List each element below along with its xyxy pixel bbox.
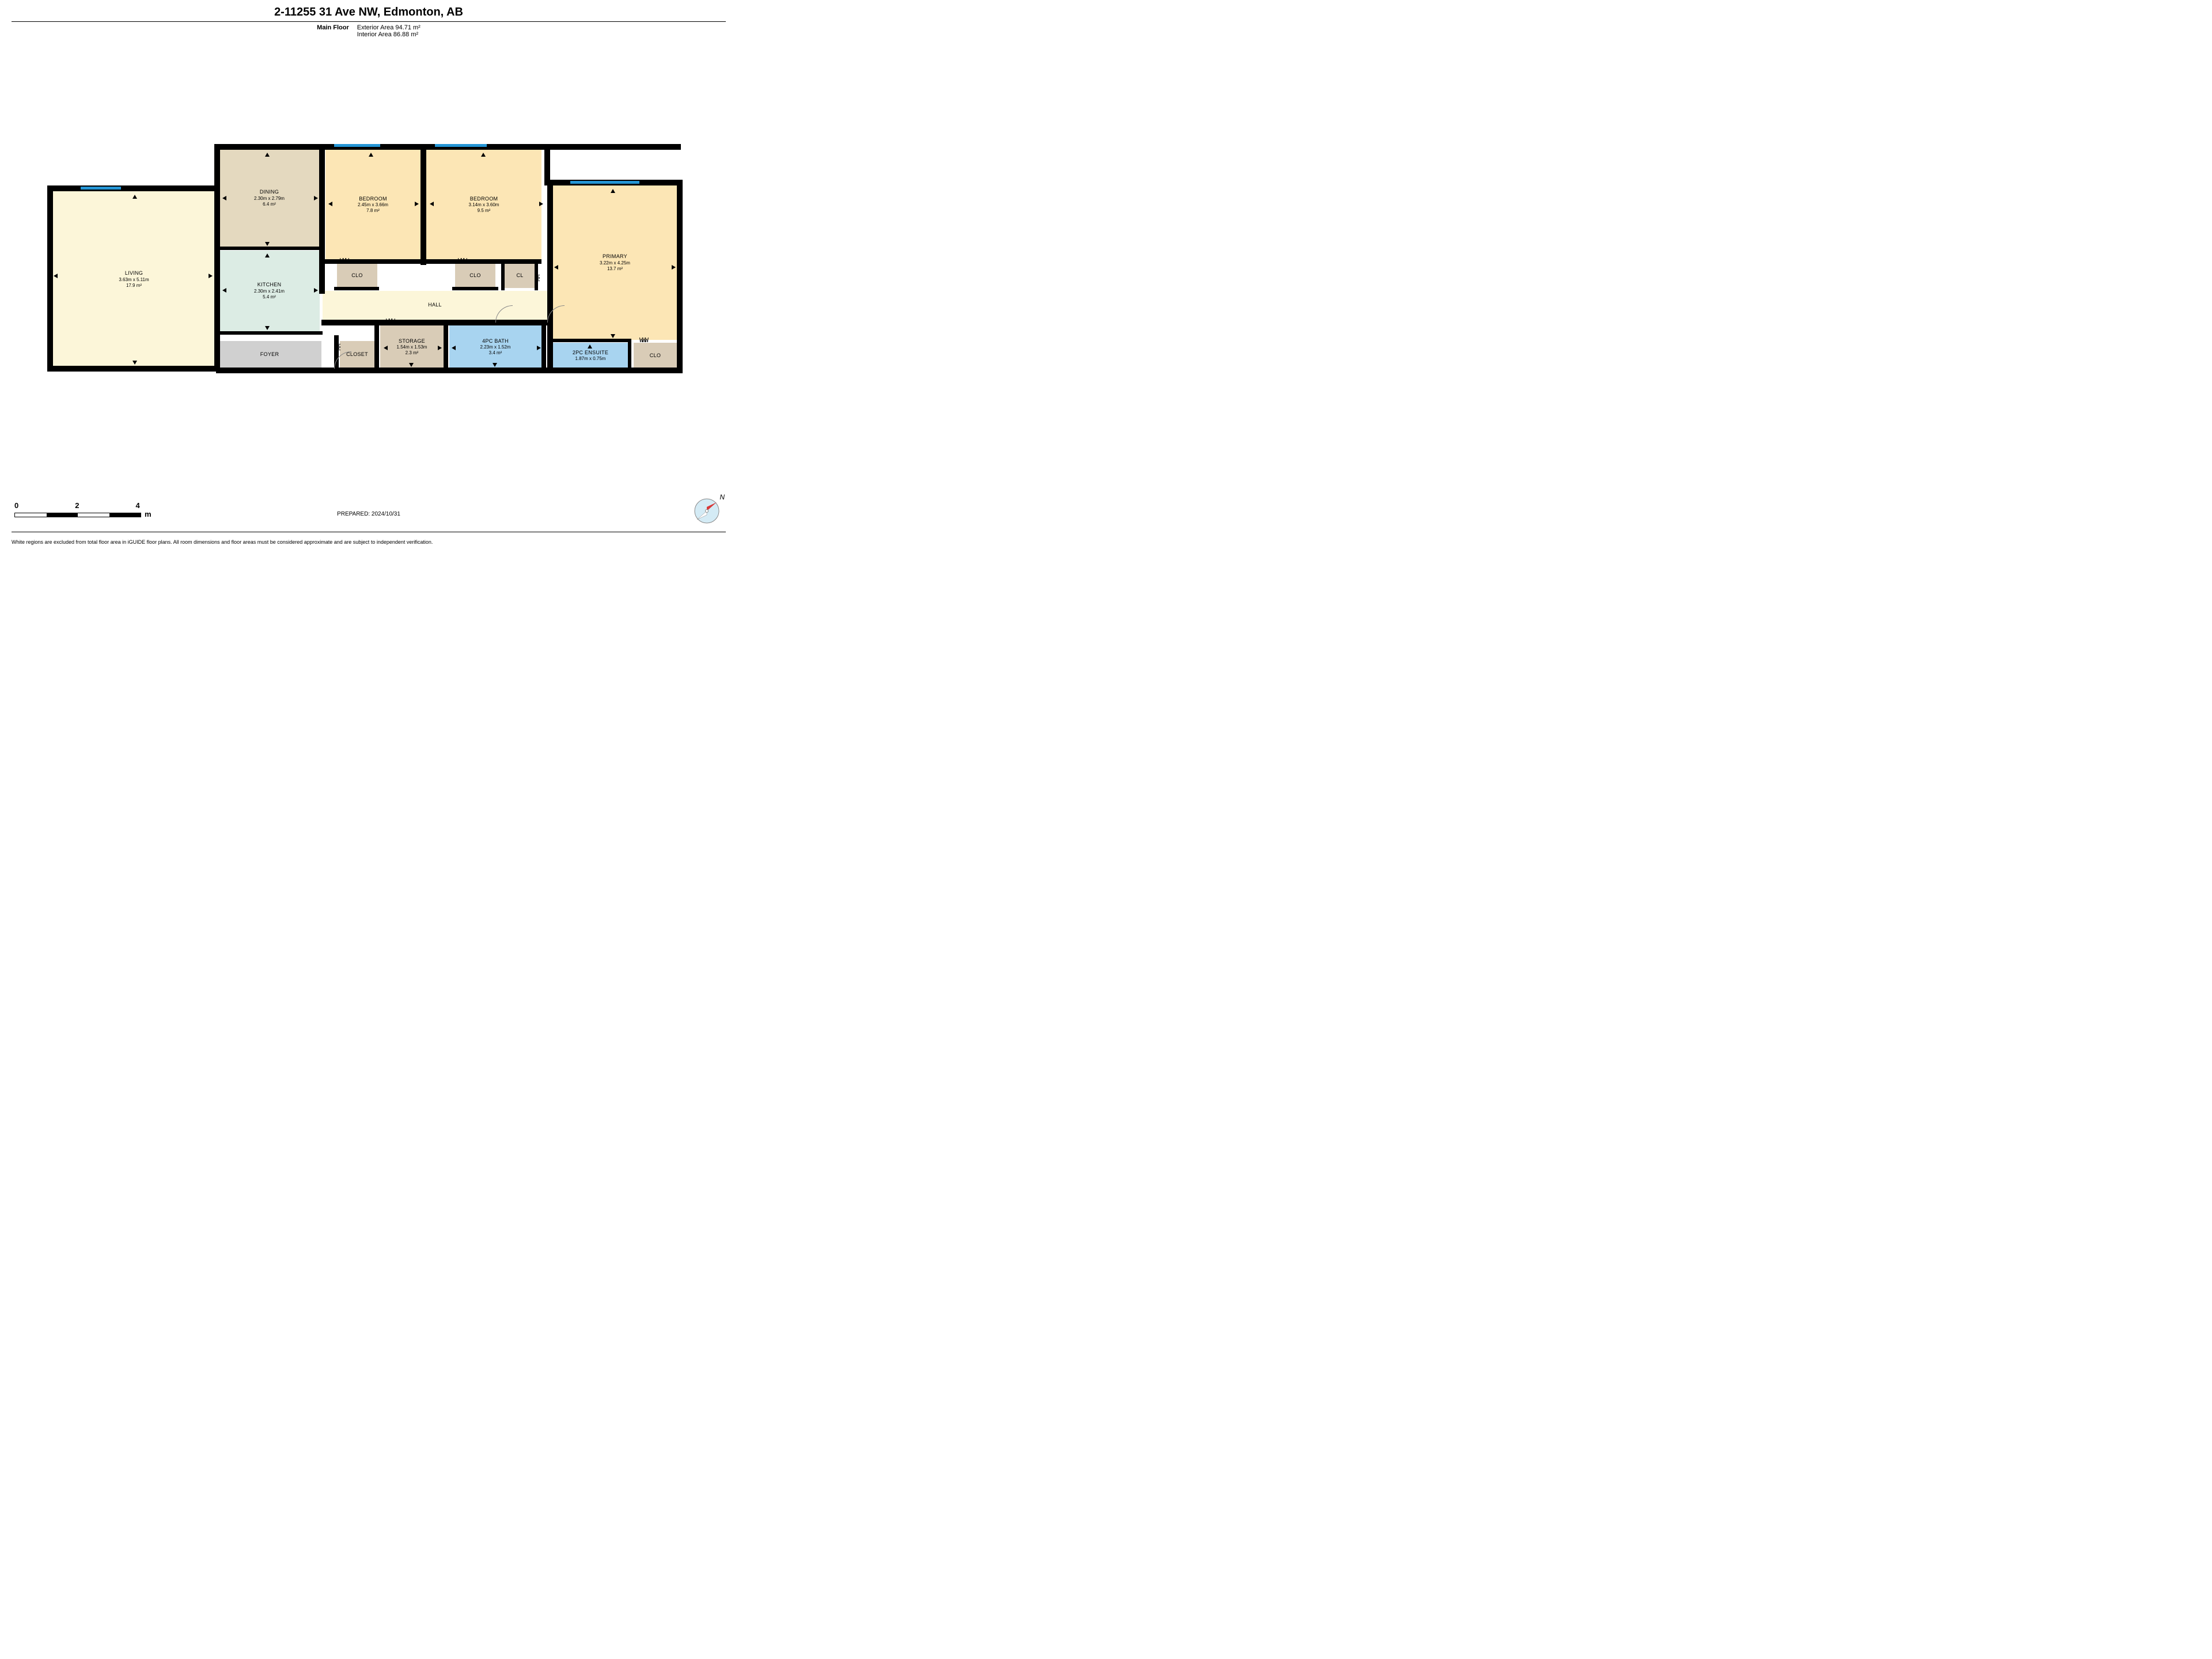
dimension-arrow-icon <box>314 196 318 200</box>
wall <box>47 185 53 370</box>
scale-unit: m <box>145 510 151 518</box>
room-bath: 4PC BATH2.23m x 1.52m3.4 m² <box>449 325 541 369</box>
wall <box>426 259 541 264</box>
wall <box>452 287 498 290</box>
room-bedroom2: BEDROOM3.14m x 3.60m9.5 m² <box>426 149 541 261</box>
room-foyer: FOYER <box>218 341 321 369</box>
dimension-arrow-icon <box>611 334 615 338</box>
wall <box>374 323 379 370</box>
wall <box>628 339 631 370</box>
dimension-arrow-icon <box>539 202 543 206</box>
divider-top <box>12 21 726 22</box>
room-dining: DINING2.30m x 2.79m6.4 m² <box>219 149 320 248</box>
dimension-arrow-icon <box>384 346 388 350</box>
exterior-area: Exterior Area 94.71 m² <box>357 24 421 31</box>
wall <box>323 259 421 264</box>
scale-2: 4 <box>135 501 139 510</box>
dimension-arrow-icon <box>222 288 226 293</box>
floorplan: LIVING3.63m x 5.11m17.9 m²DINING2.30m x … <box>52 144 685 386</box>
room-hall: HALL <box>323 291 547 320</box>
room-clo2: CLO <box>455 264 495 288</box>
closet-door-icon: WW <box>533 275 541 280</box>
dimension-arrow-icon <box>588 344 592 349</box>
dimension-arrow-icon <box>369 153 373 157</box>
page-title: 2-11255 31 Ave NW, Edmonton, AB <box>0 6 737 19</box>
subhead: Main Floor Exterior Area 94.71 m² Interi… <box>0 24 737 38</box>
scale-0: 0 <box>14 501 18 510</box>
closet-door-icon: WWW <box>386 317 394 325</box>
dimension-arrow-icon <box>132 195 137 199</box>
dimension-arrow-icon <box>265 153 270 157</box>
dimension-arrow-icon <box>452 346 456 350</box>
dimension-arrow-icon <box>481 153 486 157</box>
wall <box>544 144 550 184</box>
dimension-arrow-icon <box>222 196 226 200</box>
scale-1: 2 <box>75 501 79 510</box>
dimension-arrow-icon <box>672 265 676 270</box>
floor-label: Main Floor <box>317 24 349 38</box>
dimension-arrow-icon <box>438 346 442 350</box>
closet-door-icon: WW <box>334 344 342 349</box>
wall <box>444 323 448 370</box>
wall <box>214 144 220 372</box>
dimension-arrow-icon <box>493 363 497 367</box>
wall <box>319 144 325 294</box>
room-clo4: CLO <box>634 343 677 369</box>
dimension-arrow-icon <box>265 326 270 330</box>
compass-icon <box>694 498 720 524</box>
room-bedroom1: BEDROOM2.45m x 3.66m7.8 m² <box>325 149 421 261</box>
wall <box>216 331 323 335</box>
room-storage: STORAGE1.54m x 1.53m2.3 m² <box>380 325 444 369</box>
dimension-arrow-icon <box>209 274 213 278</box>
wall <box>47 366 220 372</box>
wall <box>677 180 683 373</box>
window <box>570 181 639 184</box>
closet-door-icon: WWW <box>340 257 348 264</box>
wall <box>334 287 379 290</box>
window <box>435 144 487 147</box>
dimension-arrow-icon <box>328 202 332 206</box>
wall <box>216 247 323 250</box>
dimension-arrow-icon <box>554 265 558 270</box>
dimension-arrow-icon <box>265 253 270 257</box>
wall <box>421 144 426 265</box>
dimension-arrow-icon <box>314 288 318 293</box>
room-kitchen: KITCHEN2.30m x 2.41m5.4 m² <box>219 251 320 331</box>
wall <box>547 180 553 373</box>
room-primary: PRIMARY3.22m x 4.25m13.7 m² <box>553 185 677 340</box>
window <box>81 187 121 190</box>
compass-north-label: N <box>719 493 725 501</box>
wall <box>550 339 630 342</box>
closet-door-icon: WWW <box>458 257 466 264</box>
dimension-arrow-icon <box>430 202 434 206</box>
interior-area: Interior Area 86.88 m² <box>357 31 421 38</box>
closet-door-icon: WWW <box>639 336 647 344</box>
dimension-arrow-icon <box>415 202 419 206</box>
wall <box>47 185 220 191</box>
dimension-arrow-icon <box>132 361 137 365</box>
room-living: LIVING3.63m x 5.11m17.9 m² <box>52 190 216 369</box>
prepared-date: PREPARED: 2024/10/31 <box>337 511 400 517</box>
wall <box>321 320 549 325</box>
dimension-arrow-icon <box>54 274 58 278</box>
room-cl3: CL <box>504 264 536 288</box>
wall <box>216 368 683 373</box>
scale-bar: 0 2 4 m <box>14 501 151 518</box>
disclaimer: White regions are excluded from total fl… <box>12 539 726 545</box>
dimension-arrow-icon <box>611 189 615 193</box>
wall <box>501 259 505 290</box>
window <box>334 144 380 147</box>
dimension-arrow-icon <box>409 363 414 367</box>
room-clo1: CLO <box>337 264 377 288</box>
dimension-arrow-icon <box>537 346 541 350</box>
dimension-arrow-icon <box>265 242 270 246</box>
wall <box>541 323 546 370</box>
